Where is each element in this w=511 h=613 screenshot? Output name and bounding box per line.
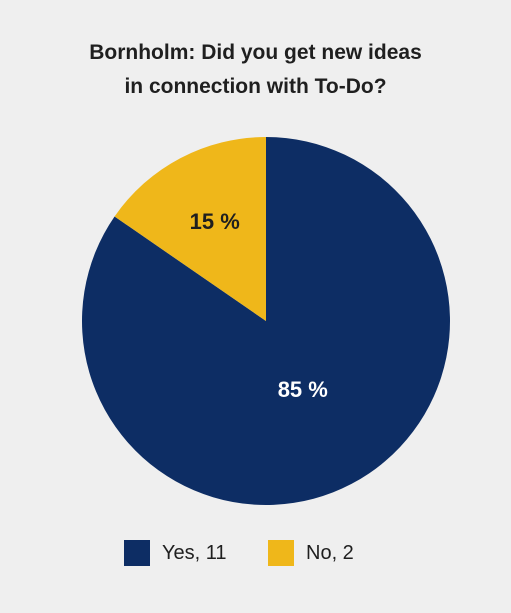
pie-slice-yes [82,137,451,505]
legend-label-yes: Yes, 11 [162,541,227,564]
legend-item-yes: Yes, 11 [124,538,227,568]
chart-legend: Yes, 11 No, 2 [0,538,511,568]
legend-swatch-yes [124,540,150,566]
pie-label-no: 15 % [190,209,240,234]
chart-title-line-2: in connection with To-Do? [124,75,387,98]
chart-title-line-1: Bornholm: Did you get new ideas [89,41,422,64]
legend-label-no: No, 2 [306,541,354,564]
pie-label-yes: 85 % [278,377,328,402]
chart-title: Bornholm: Did you get new ideas in conne… [20,36,491,104]
legend-swatch-no [268,540,294,566]
legend-item-no: No, 2 [268,538,354,568]
pie-slice-no [114,137,266,321]
